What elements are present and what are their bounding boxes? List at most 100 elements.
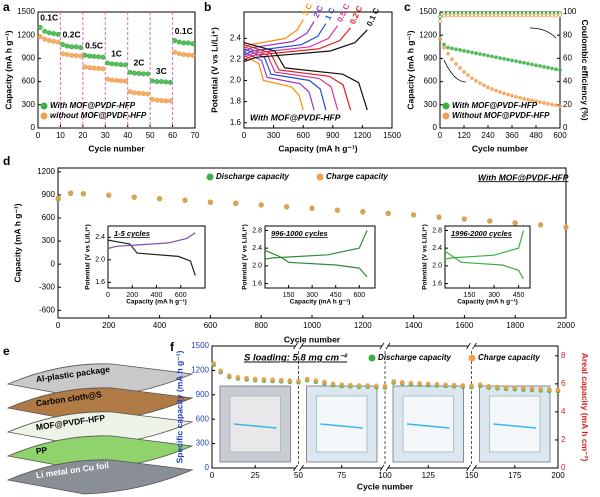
- data-point: [360, 209, 366, 215]
- data-point: [69, 52, 75, 58]
- efficiency-point: [534, 13, 538, 18]
- inset-title: 1-5 cycles: [114, 229, 150, 238]
- panel-label: d: [3, 154, 10, 168]
- data-point: [261, 377, 267, 382]
- data-point: [512, 220, 518, 226]
- y-tick-label: 600: [22, 77, 36, 86]
- x-tick-label: 600: [553, 131, 567, 140]
- efficiency-point: [466, 13, 470, 18]
- data-point: [42, 28, 48, 34]
- x-tick-label: 0: [36, 131, 41, 140]
- data-point: [510, 93, 514, 98]
- break-mark: [379, 464, 391, 472]
- x-tick-label: 360: [505, 131, 519, 140]
- data-point: [51, 31, 57, 37]
- data-point: [158, 79, 164, 85]
- x-tick-label: 0: [242, 131, 247, 140]
- x-tick-label: 20: [78, 131, 87, 140]
- data-point: [176, 51, 182, 57]
- data-point: [530, 98, 534, 103]
- data-point: [462, 49, 466, 53]
- data-point: [436, 214, 442, 220]
- data-point: [127, 69, 133, 75]
- data-point: [181, 52, 187, 58]
- y-tick-label: 1500: [17, 7, 35, 16]
- y-tick-label: 1.6: [95, 279, 105, 286]
- x-axis-label: Cycle number: [357, 481, 414, 491]
- efficiency-point: [442, 13, 446, 18]
- legend-label: Charge capacity: [326, 172, 388, 181]
- y-tick-label: 1.6: [432, 280, 442, 287]
- data-point: [374, 383, 379, 389]
- data-point: [322, 379, 327, 385]
- data-point: [478, 52, 482, 56]
- y-tick-label: 2.0: [230, 76, 242, 85]
- x-tick-label: 150: [283, 292, 295, 299]
- data-point: [506, 92, 510, 97]
- data-point: [122, 78, 128, 84]
- y2-tick-label: 20: [563, 100, 572, 109]
- data-point: [554, 103, 558, 108]
- data-point: [100, 66, 106, 72]
- break-mark: [466, 342, 477, 350]
- data-point: [136, 90, 142, 96]
- data-point: [450, 57, 454, 61]
- y2-tick-label: 100: [563, 7, 577, 16]
- data-point: [399, 379, 405, 385]
- efficiency-point: [542, 13, 546, 18]
- x-tick-label: 200: [551, 471, 565, 480]
- data-point: [190, 41, 196, 47]
- efficiency-point: [458, 13, 462, 18]
- legend-label: Without MOF@PVDF-HFP: [452, 111, 550, 120]
- data-point: [163, 98, 169, 104]
- y-tick-label: 2.4: [432, 245, 442, 252]
- data-point: [558, 104, 562, 108]
- data-point: [482, 52, 486, 57]
- data-point: [498, 90, 502, 94]
- data-point: [450, 46, 454, 51]
- y2-tick-label: 2: [561, 435, 566, 444]
- y-axis-label: Potential (V vs Li/Li⁺): [209, 27, 219, 113]
- efficiency-point: [558, 13, 562, 18]
- inset-title: 996-1000 cycles: [271, 229, 328, 238]
- data-point: [521, 385, 526, 391]
- y2-tick-label: 60: [563, 54, 572, 63]
- legend-marker: [468, 354, 476, 362]
- x-tick-label: 480: [529, 131, 543, 140]
- data-point: [550, 66, 554, 71]
- panel-label: a: [3, 0, 10, 14]
- legend-label: without MOF@PVDF-HFP: [50, 111, 147, 120]
- efficiency-point: [454, 13, 458, 18]
- data-point: [391, 379, 396, 384]
- data-point: [122, 62, 128, 68]
- y-axis-label: Capacity (mA h g⁻¹): [12, 203, 22, 282]
- break-gap: [295, 343, 302, 349]
- inset-curve: [444, 230, 525, 260]
- break-mark: [379, 342, 391, 350]
- y-tick-label: 0: [51, 259, 56, 268]
- efficiency-point: [474, 13, 478, 18]
- efficiency-point: [438, 14, 443, 19]
- y2-tick-label: 80: [563, 30, 572, 39]
- data-point: [106, 192, 112, 198]
- data-point: [558, 68, 562, 72]
- y-tick-label: 1200: [37, 167, 55, 176]
- data-point: [211, 361, 217, 366]
- plot-frame: [243, 11, 393, 129]
- efficiency-point: [522, 13, 526, 18]
- data-point: [145, 91, 151, 97]
- efficiency-point: [518, 13, 522, 18]
- y-axis-label: Potential (V vs Li/Li⁺): [242, 224, 249, 290]
- y-tick-label: 2.8: [432, 227, 442, 234]
- charge-curve: [243, 27, 352, 61]
- data-point: [154, 79, 160, 85]
- data-point: [490, 87, 494, 91]
- inset-curve: [264, 249, 368, 278]
- y-axis-label: Capacity (mA h g⁻¹): [405, 30, 415, 109]
- rate-label: 0.5C: [85, 41, 103, 51]
- x-tick-label: 800: [255, 321, 269, 330]
- discharge-curve: [243, 48, 327, 111]
- data-point: [51, 38, 57, 44]
- data-point: [526, 61, 530, 66]
- data-point: [55, 195, 61, 201]
